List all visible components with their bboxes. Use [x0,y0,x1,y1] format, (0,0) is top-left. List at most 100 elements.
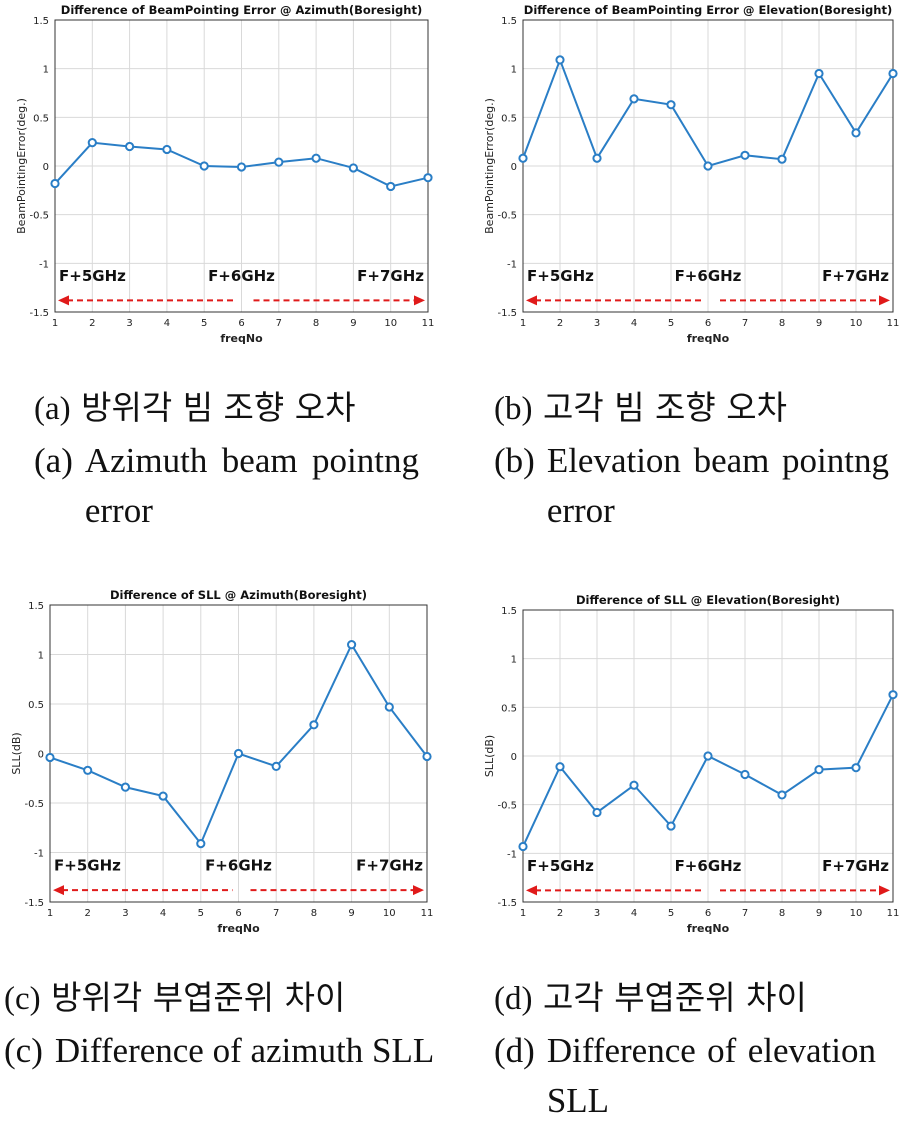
x-tick-label: 6 [705,908,711,919]
data-point [888,690,898,700]
x-tick-label: 4 [631,318,637,329]
caption-c-english-text: Difference of azimuth SLL [54,1031,435,1070]
x-tick-label: 4 [631,908,637,919]
y-tick-label: -0.5 [29,211,49,222]
y-tick-label: 0 [511,752,517,763]
y-tick-label: 1 [511,655,517,666]
data-point [120,782,131,792]
chart-panel-c: 1 2 3 4 5 6 7 8 9 10 11 1.5 1 0.5 0 -0.5 -1 -1.5 Differenc… [0,585,440,950]
y-tick-label: -0.5 [497,801,517,812]
x-tick-label: 5 [201,318,207,329]
x-tick-label: 11 [422,318,435,329]
caption-a: (a) 방위각 빔 조향 오차 (a) Azimuth beam pointng… [34,380,419,536]
x-tick-label: 6 [705,318,711,329]
arrow-head-left [526,295,537,306]
frequency-annotation: F+6GHz [675,267,742,285]
caption-a-english-tag: (a) [34,441,73,480]
caption-b-english-tag: (b) [494,441,535,480]
x-tick-label: 3 [122,908,128,919]
chart-panel-d: 1 2 3 4 5 6 7 8 9 10 11 1.5 1 0.5 0 -0.5 -1 -1.5 Differenc… [465,585,903,950]
x-tick-label: 1 [52,318,58,329]
caption-a-korean-text: 방위각 빔 조향 오차 [81,388,356,427]
y-tick-label: -1 [34,849,44,860]
frequency-annotation: F+6GHz [205,856,272,874]
data-point [162,144,172,155]
caption-c-tag: (c) [4,981,41,1017]
data-point [50,178,60,189]
y-tick-label: -1.5 [29,308,49,319]
data-point [814,765,824,775]
y-tick-label: -1 [507,259,517,270]
data-point [348,163,358,173]
caption-a-english: (a) Azimuth beam pointng error [34,436,419,536]
chart-panel-b: 1 2 3 4 5 6 7 8 9 10 11 1.5 1 0.5 0 -0.5 -1 -1.5 Differenc… [465,0,903,365]
chart-a: 1 2 3 4 5 6 7 8 9 10 11 1.5 1 0.5 0 -0.5 -1 -1.5 Differenc… [15,3,435,345]
frequency-annotation: F+5GHz [527,857,594,875]
data-point [555,762,565,772]
x-tick-label: 6 [238,318,244,329]
data-point [386,181,396,192]
frequency-annotation: F+5GHz [527,267,594,285]
arrow-head-right [414,295,425,306]
caption-d-english: (d) Difference of elevation SLL [494,1026,876,1126]
data-point [233,748,244,759]
data-point [274,157,284,167]
data-point [629,94,639,104]
frequency-annotation: F+7GHz [822,267,889,285]
data-point [629,780,639,790]
caption-a-tag: (a) [34,391,71,427]
x-tick-label: 8 [779,908,785,919]
data-point [83,765,93,775]
caption-c-korean: (c) 방위각 부엽준위 차이 [4,970,449,1026]
data-point [518,841,528,852]
y-axis-label: SLL(dB) [10,732,23,774]
chart-c: 1 2 3 4 5 6 7 8 9 10 11 1.5 1 0.5 0 -0.5 -1 -1.5 Differenc… [10,588,433,935]
data-point [347,640,357,650]
y-tick-label: 1.5 [33,16,49,27]
y-tick-label: -1.5 [497,898,517,909]
x-tick-label: 3 [594,318,600,329]
x-tick-label: 11 [887,908,900,919]
x-tick-label: 3 [594,908,600,919]
y-axis-label: BeamPointingError(deg.) [15,98,28,234]
data-point [271,761,281,771]
x-tick-label: 8 [311,908,317,919]
y-tick-label: -1.5 [24,898,44,909]
frequency-annotation: F+7GHz [357,267,424,285]
x-tick-label: 4 [164,318,170,329]
data-point [703,751,713,761]
caption-d-english-text: Difference of elevation SLL [546,1031,876,1120]
caption-d: (d) 고각 부엽준위 차이 (d) Difference of elevati… [494,970,876,1126]
x-axis-label: freqNo [217,922,260,935]
caption-a-english-text: Azimuth beam pointng error [84,441,419,530]
caption-a-korean: (a) 방위각 빔 조향 오차 [34,380,419,436]
data-point [666,821,676,831]
data-point [158,791,168,801]
data-point [777,790,787,800]
caption-c: (c) 방위각 부엽준위 차이 (c) Difference of azimut… [4,970,449,1076]
data-point [814,68,824,79]
y-tick-label: 0 [38,750,44,761]
frequency-range-arrow [53,885,424,896]
caption-b-korean: (b) 고각 빔 조향 오차 [494,380,889,436]
data-point [851,128,861,138]
caption-d-korean-text: 고각 부엽준위 차이 [542,978,807,1017]
x-tick-label: 9 [816,318,822,329]
arrow-head-left [58,295,69,306]
x-tick-label: 7 [742,318,748,329]
frequency-annotation: F+5GHz [54,856,121,874]
caption-c-english: (c) Difference of azimuth SLL [4,1026,449,1076]
x-tick-label: 3 [126,318,132,329]
data-point [592,153,602,163]
data-point [518,153,528,163]
caption-b-english-text: Elevation beam pointng error [546,441,889,530]
caption-d-tag: (d) [494,981,533,1017]
x-tick-label: 2 [557,318,563,329]
data-point [740,150,750,160]
x-tick-label: 5 [668,318,674,329]
caption-c-korean-text: 방위각 부엽준위 차이 [51,978,346,1017]
x-tick-label: 10 [850,318,863,329]
x-tick-label: 10 [384,318,397,329]
arrow-head-left [526,885,537,896]
data-point [199,161,209,171]
